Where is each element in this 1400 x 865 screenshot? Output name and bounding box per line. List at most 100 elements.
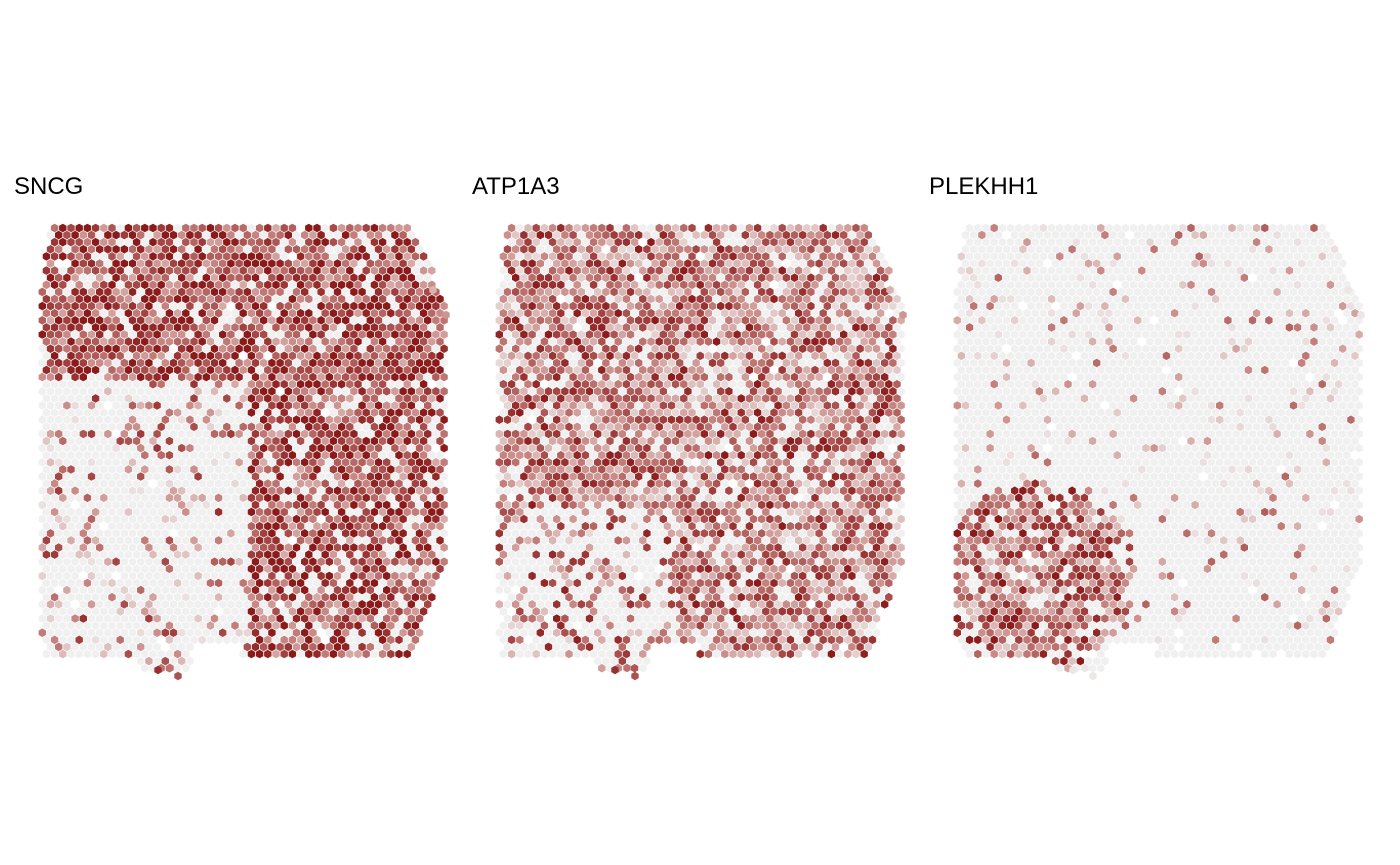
spot	[383, 387, 391, 396]
spot	[96, 230, 104, 240]
spot	[116, 592, 124, 602]
spot	[354, 635, 362, 645]
spot	[733, 387, 741, 396]
spot	[635, 458, 643, 467]
spot	[581, 493, 590, 503]
spot	[758, 401, 766, 410]
spot	[75, 223, 83, 233]
spot	[272, 308, 280, 318]
spot	[864, 230, 872, 240]
spot	[536, 344, 544, 353]
spot	[635, 230, 643, 240]
spot	[153, 344, 161, 353]
spot	[407, 543, 415, 552]
spot	[50, 394, 59, 403]
spot	[436, 337, 444, 346]
spot	[799, 458, 807, 467]
spot	[235, 514, 243, 524]
spot	[268, 344, 276, 353]
spot	[301, 585, 309, 595]
spot	[358, 230, 366, 240]
spot	[145, 585, 153, 595]
spot	[149, 280, 157, 290]
spot	[630, 223, 639, 233]
spot	[403, 507, 411, 517]
spot	[255, 223, 264, 233]
spot	[876, 394, 885, 403]
spot	[565, 266, 573, 275]
spot	[680, 308, 688, 318]
spot	[276, 600, 284, 609]
spot	[635, 443, 643, 453]
spot	[42, 379, 51, 389]
spot	[186, 472, 194, 481]
spot	[516, 507, 524, 517]
spot	[342, 472, 350, 481]
spot	[827, 436, 836, 446]
spot	[370, 536, 379, 545]
spot	[202, 571, 210, 581]
spot	[214, 408, 223, 417]
spot	[823, 245, 831, 254]
spot	[165, 223, 174, 233]
spot	[659, 245, 667, 254]
spot	[733, 443, 741, 453]
spot	[120, 358, 128, 368]
spot	[581, 351, 590, 361]
spot	[301, 486, 309, 495]
spot	[370, 351, 379, 361]
spot	[589, 223, 598, 233]
spot	[852, 422, 860, 432]
spot	[594, 358, 602, 368]
spot	[370, 621, 379, 630]
spot	[169, 443, 178, 453]
spot	[71, 486, 79, 495]
spot	[231, 337, 239, 346]
spot	[145, 557, 153, 566]
spot	[403, 308, 411, 318]
spot	[540, 465, 549, 474]
spot	[507, 280, 516, 290]
spot	[120, 614, 128, 623]
spot	[243, 585, 251, 595]
spot	[383, 287, 391, 297]
spot	[268, 472, 276, 481]
spot	[96, 344, 104, 353]
spot	[71, 472, 79, 481]
spot	[198, 422, 206, 432]
spot	[419, 550, 428, 559]
spot	[329, 379, 338, 389]
spot	[403, 521, 411, 531]
spot	[296, 379, 305, 389]
spot	[231, 550, 239, 559]
spot	[786, 223, 795, 233]
spot	[284, 358, 292, 368]
spot	[544, 273, 553, 282]
spot	[680, 379, 688, 389]
spot	[589, 237, 598, 247]
spot	[440, 344, 448, 353]
spot	[231, 351, 239, 361]
spot	[223, 308, 231, 318]
spot	[794, 223, 803, 233]
spot	[194, 500, 202, 510]
spot	[145, 344, 153, 353]
spot	[83, 379, 92, 389]
spot	[528, 259, 536, 268]
spot	[495, 372, 503, 382]
spot	[778, 294, 786, 304]
spot	[239, 649, 247, 659]
spot	[399, 614, 407, 623]
spot	[165, 351, 174, 361]
spot	[561, 429, 569, 439]
spot	[50, 294, 59, 304]
spot	[247, 450, 256, 460]
spot	[540, 379, 549, 389]
spot	[239, 621, 247, 630]
spot	[132, 521, 141, 531]
spot	[296, 607, 305, 616]
spot	[46, 429, 55, 439]
spot	[860, 507, 868, 517]
spot	[635, 358, 643, 368]
spot	[342, 628, 350, 637]
